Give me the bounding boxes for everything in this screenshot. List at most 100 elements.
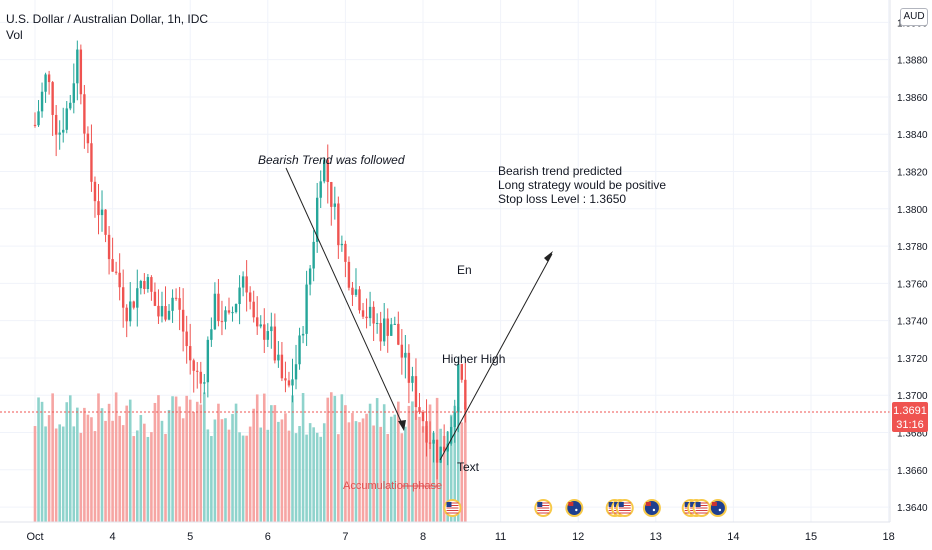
- candle-body: [326, 159, 329, 183]
- candle-body: [248, 292, 252, 302]
- volume-bar: [171, 396, 174, 522]
- volume-indicator-label[interactable]: Vol: [6, 28, 23, 42]
- x-tick-label: 14: [727, 531, 739, 543]
- candle-body: [174, 297, 178, 299]
- candle-body: [273, 326, 277, 361]
- volume-bar: [255, 394, 259, 522]
- currency-button[interactable]: AUD: [900, 8, 928, 26]
- volume-bar: [157, 395, 160, 522]
- candle-body: [72, 83, 75, 103]
- us-flag-icon[interactable]: [534, 499, 553, 517]
- candle-body: [97, 201, 100, 216]
- candle-body: [146, 277, 150, 290]
- au-flag-icon[interactable]: [708, 499, 727, 517]
- volume-bar: [393, 414, 397, 522]
- candle-body: [344, 243, 347, 262]
- candle-body: [217, 293, 220, 322]
- candle-body: [90, 143, 93, 182]
- time-axis[interactable]: Oct 4 5 6 7 8 11 12 13 14 15 18: [26, 531, 894, 543]
- candle-body: [150, 277, 153, 292]
- candle-body: [33, 124, 37, 126]
- y-tick-label: 1.3820: [897, 168, 928, 179]
- volume-bar: [83, 407, 86, 522]
- candle-body: [192, 360, 195, 371]
- candle-body: [432, 439, 435, 444]
- y-tick-label: 1.3880: [897, 56, 928, 67]
- y-tick-label: 1.3660: [897, 466, 928, 477]
- candle-body: [358, 289, 361, 311]
- price-axis[interactable]: 1.39001.38801.38601.38401.38201.38001.37…: [897, 18, 928, 514]
- volume-bar: [319, 436, 323, 522]
- volume-bar: [54, 428, 58, 522]
- volume-bar: [425, 425, 428, 522]
- candle-body: [86, 133, 90, 144]
- volume-bar: [217, 403, 220, 522]
- candle-body: [227, 310, 231, 313]
- candle-body: [132, 301, 135, 308]
- volume-bar: [90, 417, 93, 522]
- symbol-title[interactable]: U.S. Dollar / Australian Dollar, 1h, IDC: [6, 12, 209, 26]
- candle-body: [361, 310, 365, 317]
- en-label: En: [457, 263, 472, 277]
- candle-body: [340, 243, 344, 246]
- volume-bar: [259, 427, 263, 522]
- au-flag-icon[interactable]: [565, 499, 584, 517]
- candle-body: [136, 288, 139, 308]
- candle-body: [79, 49, 83, 95]
- volume-bar: [167, 409, 171, 522]
- volume-bar: [421, 426, 425, 522]
- candle-body: [100, 209, 104, 216]
- candle-body: [323, 159, 326, 182]
- volume-bar: [375, 398, 379, 522]
- volume-bar: [111, 420, 114, 522]
- volume-bar: [252, 408, 255, 522]
- us-flag-icon[interactable]: [443, 499, 462, 517]
- candle-body: [428, 442, 432, 444]
- candle-body: [330, 182, 333, 207]
- bearish-trend-arrow: [285, 167, 405, 429]
- candle-body: [453, 412, 456, 427]
- accumulation-label: Accumulation phase: [343, 480, 442, 492]
- candle-body: [58, 132, 61, 135]
- volume-bar: [58, 424, 61, 522]
- volume-bar: [407, 405, 411, 522]
- y-tick-label: 1.3860: [897, 93, 928, 104]
- x-tick-label: 6: [265, 531, 271, 543]
- candle-body: [76, 49, 79, 84]
- candle-body: [365, 316, 368, 319]
- candle-body: [464, 379, 467, 410]
- candle-body: [241, 276, 245, 288]
- volume-bar: [139, 415, 143, 522]
- us-flag-icon[interactable]: [615, 499, 634, 517]
- candle-body: [157, 305, 160, 317]
- volume-bar: [453, 405, 457, 522]
- volume-bar: [128, 399, 132, 522]
- countdown-value: 31:16: [896, 419, 924, 431]
- volume-bar: [37, 397, 40, 522]
- candle-body: [69, 102, 72, 109]
- volume-bar: [400, 433, 404, 522]
- x-tick-label: 5: [187, 531, 193, 543]
- au-flag-icon[interactable]: [642, 499, 661, 517]
- volume-bar: [68, 395, 72, 522]
- volume-bar: [188, 399, 192, 522]
- candle-body: [245, 276, 248, 293]
- candle-body: [305, 284, 308, 334]
- candle-body: [171, 297, 174, 311]
- candle-body: [277, 354, 280, 361]
- candle-body: [315, 197, 319, 242]
- event-markers[interactable]: [443, 499, 727, 517]
- volume-bar: [79, 432, 83, 522]
- candle-body: [238, 287, 241, 305]
- candle-body: [397, 323, 400, 345]
- volume-bar: [270, 405, 273, 522]
- bearish-trend-arrowhead: [398, 420, 406, 431]
- candle-body: [393, 323, 396, 325]
- volume-bar: [446, 431, 449, 522]
- candle-body: [37, 111, 40, 126]
- us-flag-icon[interactable]: [692, 499, 711, 517]
- volume-bar: [185, 395, 188, 522]
- x-tick-label: 12: [572, 531, 584, 543]
- volume-bar: [351, 413, 354, 522]
